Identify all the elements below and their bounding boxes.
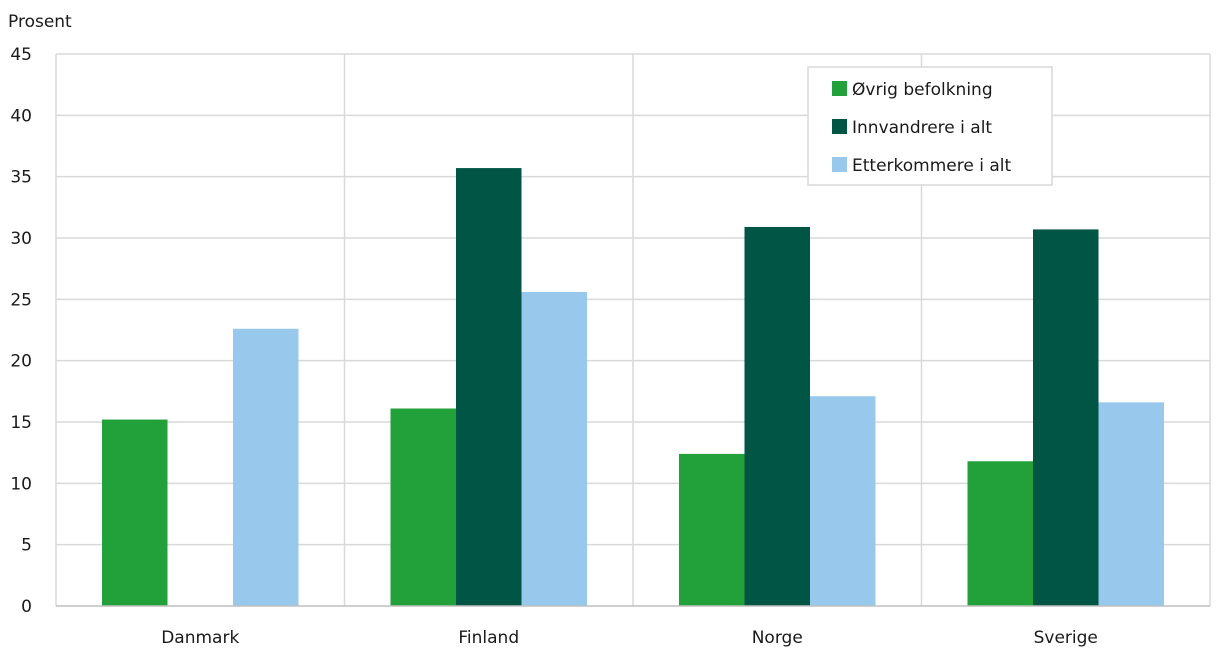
bar	[521, 291, 587, 606]
bar	[390, 408, 456, 606]
legend-label: Øvrig befolkning	[852, 80, 993, 100]
bar	[967, 461, 1033, 606]
y-tick-label: 0	[21, 597, 32, 617]
x-tick-label: Danmark	[161, 628, 239, 648]
bar	[233, 328, 299, 606]
y-tick-label: 45	[10, 45, 32, 65]
bar	[744, 226, 810, 606]
y-axis-label: Prosent	[8, 12, 72, 32]
y-tick-label: 20	[10, 352, 32, 372]
y-tick-label: 10	[10, 474, 32, 494]
bar	[679, 453, 745, 606]
legend: Øvrig befolkning Innvandrere i alt Etterko…	[807, 66, 1053, 186]
y-tick-label: 40	[10, 106, 32, 126]
bar	[810, 396, 876, 606]
legend-swatch	[832, 157, 847, 172]
legend-swatch	[832, 81, 847, 96]
y-tick-label: 35	[10, 168, 32, 188]
legend-label: Innvandrere i alt	[852, 118, 992, 138]
x-tick-label: Finland	[458, 628, 519, 648]
y-tick-label: 25	[10, 290, 32, 310]
bar	[1033, 229, 1099, 606]
legend-swatch	[832, 119, 847, 134]
legend-label: Etterkommere i alt	[852, 156, 1011, 176]
legend-box	[807, 66, 1053, 186]
bar	[102, 419, 168, 606]
x-tick-label: Sverige	[1034, 628, 1098, 648]
y-tick-label: 5	[21, 536, 32, 556]
y-tick-label: 30	[10, 229, 32, 249]
bar	[456, 168, 522, 606]
y-tick-label: 15	[10, 413, 32, 433]
x-tick-label: Norge	[752, 628, 803, 648]
axes: 0 5 10 15 20 25 30 35 40 45 Danmark Finland Norge Sve…	[10, 45, 1210, 648]
bar	[1098, 402, 1164, 606]
bars	[102, 168, 1164, 606]
